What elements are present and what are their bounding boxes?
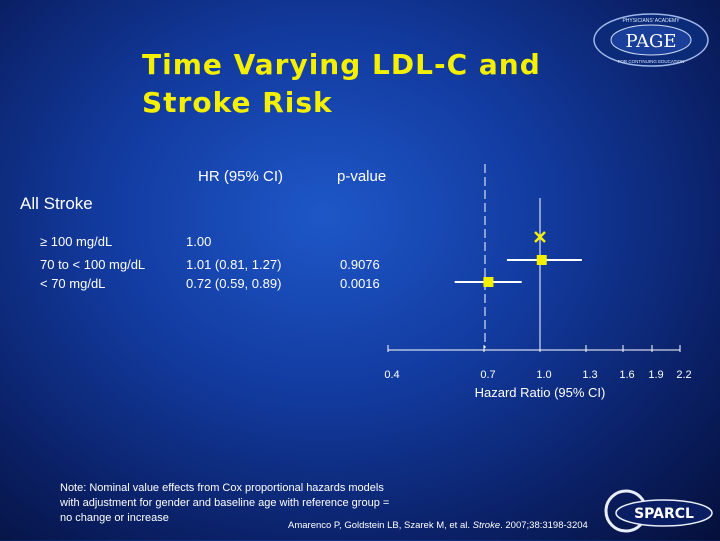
row-1-label: ≥ 100 mg/dL bbox=[40, 234, 113, 249]
row-2-hr: 1.01 (0.81, 1.27) bbox=[186, 257, 282, 272]
sparcl-logo: SPARCL bbox=[604, 486, 716, 536]
x-tick-label-3: 1.3 bbox=[582, 369, 597, 381]
citation-details: . 2007;38:3198-3204 bbox=[500, 520, 588, 531]
row-3-hr: 0.72 (0.59, 0.89) bbox=[186, 276, 282, 291]
page-logo-text: PAGE bbox=[626, 31, 677, 52]
citation-journal: Stroke bbox=[472, 520, 501, 531]
row-3-label: < 70 mg/dL bbox=[40, 276, 106, 291]
sparcl-logo-text: SPARCL bbox=[634, 506, 694, 522]
row-3-p: 0.0016 bbox=[340, 276, 380, 291]
x-tick-label-4: 1.6 bbox=[619, 369, 634, 381]
x-tick-label-0: 0.4 bbox=[384, 369, 399, 381]
column-header-p-value: p-value bbox=[337, 168, 387, 185]
reference-marker-b bbox=[534, 231, 546, 243]
page-logo-ring-top: PHYSICIANS' ACADEMY bbox=[622, 18, 680, 24]
row-1-hr: 1.00 bbox=[186, 234, 212, 249]
footnote: Note: Nominal value effects from Cox pro… bbox=[60, 482, 390, 524]
x-tick-label-5: 1.9 bbox=[648, 369, 663, 381]
slide-title-line-1: Time Varying LDL-C and bbox=[142, 48, 541, 81]
hr-point-2 bbox=[483, 277, 494, 287]
page-logo: PAGE PHYSICIANS' ACADEMY FOR CONTINUING … bbox=[592, 12, 710, 68]
column-header-hr: HR (95% CI) bbox=[198, 168, 284, 185]
hr-point-1 bbox=[536, 255, 547, 265]
slide-title: Time Varying LDL-C and Stroke Risk bbox=[142, 46, 612, 122]
row-2-label: 70 to < 100 mg/dL bbox=[40, 257, 146, 272]
page-logo-ring-bottom: FOR CONTINUING EDUCATION bbox=[618, 59, 685, 64]
x-tick-label-1: 0.7 bbox=[480, 369, 495, 381]
row-2-p: 0.9076 bbox=[340, 257, 380, 272]
citation-authors: Amarenco P, Goldstein LB, Szarek M, et a… bbox=[288, 520, 470, 531]
group-label-all-stroke: All Stroke bbox=[20, 194, 93, 213]
x-tick-label-6: 2.2 bbox=[676, 369, 691, 381]
x-tick-label-2: 1.0 bbox=[536, 369, 551, 381]
slide-title-line-2: Stroke Risk bbox=[142, 86, 333, 119]
citation: Amarenco P, Goldstein LB, Szarek M, et a… bbox=[288, 520, 588, 531]
x-axis-label: Hazard Ratio (95% CI) bbox=[475, 385, 606, 400]
